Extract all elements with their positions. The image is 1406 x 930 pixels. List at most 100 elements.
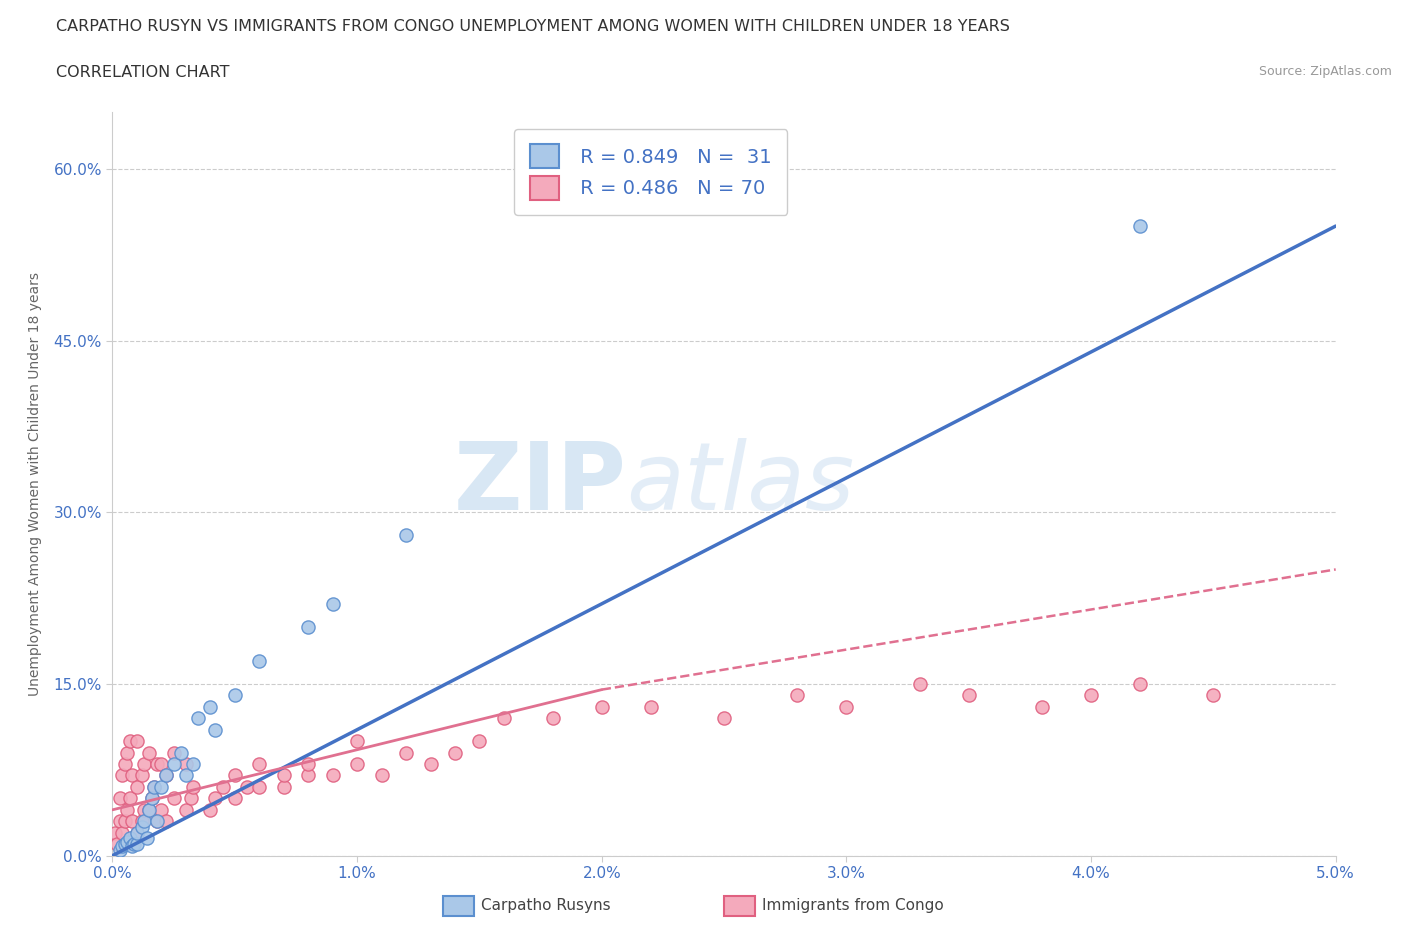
Point [118, 790, 141, 805]
Point [224, 688, 246, 703]
Point [1129, 219, 1152, 233]
Point [395, 745, 418, 760]
Point [786, 688, 808, 703]
Point [115, 745, 138, 760]
Point [111, 825, 134, 840]
Point [150, 779, 173, 794]
Point [150, 803, 173, 817]
Point [111, 768, 134, 783]
Text: Carpatho Rusyns: Carpatho Rusyns [481, 898, 610, 913]
Point [114, 757, 136, 772]
Point [1031, 699, 1053, 714]
Point [138, 803, 160, 817]
Point [108, 843, 131, 857]
Point [211, 779, 233, 794]
Point [204, 790, 226, 805]
Text: CARPATHO RUSYN VS IMMIGRANTS FROM CONGO UNEMPLOYMENT AMONG WOMEN WITH CHILDREN U: CARPATHO RUSYN VS IMMIGRANTS FROM CONGO … [56, 19, 1010, 33]
Point [131, 768, 153, 783]
Point [163, 790, 186, 805]
Text: atlas: atlas [626, 438, 855, 529]
Point [138, 745, 160, 760]
Point [155, 768, 177, 783]
Point [346, 757, 368, 772]
Point [181, 779, 204, 794]
Point [224, 790, 246, 805]
Point [181, 757, 204, 772]
Point [236, 779, 259, 794]
Point [370, 768, 392, 783]
Point [150, 757, 173, 772]
Point [143, 779, 166, 794]
Point [297, 768, 319, 783]
Point [141, 790, 163, 805]
Point [131, 819, 153, 834]
Point [180, 790, 202, 805]
Point [145, 757, 167, 772]
Point [131, 814, 153, 829]
Point [145, 814, 167, 829]
Y-axis label: Unemployment Among Women with Children Under 18 years: Unemployment Among Women with Children U… [28, 272, 42, 696]
Point [1202, 688, 1225, 703]
Point [114, 814, 136, 829]
Point [134, 803, 156, 817]
Point [322, 596, 344, 611]
Point [111, 839, 134, 854]
Point [200, 803, 222, 817]
Point [713, 711, 735, 725]
Point [143, 779, 166, 794]
Point [174, 757, 197, 772]
Point [125, 734, 148, 749]
Point [640, 699, 662, 714]
Point [135, 831, 157, 846]
Point [134, 757, 156, 772]
Point [273, 768, 295, 783]
Point [115, 834, 138, 849]
Point [121, 839, 143, 854]
Point [108, 790, 131, 805]
Point [297, 619, 319, 634]
Point [247, 779, 270, 794]
Point [322, 768, 344, 783]
Point [297, 757, 319, 772]
Point [134, 814, 156, 829]
Point [125, 779, 148, 794]
Point [121, 768, 143, 783]
Point [145, 814, 167, 829]
Point [204, 723, 226, 737]
Point [1080, 688, 1102, 703]
Point [118, 831, 141, 846]
Point [908, 676, 931, 691]
Point [155, 768, 177, 783]
Point [419, 757, 441, 772]
Text: Source: ZipAtlas.com: Source: ZipAtlas.com [1258, 65, 1392, 78]
Text: CORRELATION CHART: CORRELATION CHART [56, 65, 229, 80]
Point [118, 734, 141, 749]
Point [174, 803, 197, 817]
Point [108, 814, 131, 829]
Point [125, 837, 148, 852]
Point [163, 745, 186, 760]
Point [125, 825, 148, 840]
Point [104, 825, 127, 840]
Point [115, 803, 138, 817]
Point [170, 745, 193, 760]
Point [224, 768, 246, 783]
Point [273, 779, 295, 794]
Point [444, 745, 467, 760]
Legend:  R = 0.849   N =  31,  R = 0.486   N = 70: R = 0.849 N = 31, R = 0.486 N = 70 [515, 128, 787, 215]
Text: ZIP: ZIP [453, 438, 626, 529]
Point [247, 757, 270, 772]
Point [395, 527, 418, 542]
Point [957, 688, 980, 703]
Point [187, 711, 209, 725]
Point [591, 699, 613, 714]
Point [163, 757, 186, 772]
Point [200, 699, 222, 714]
Point [468, 734, 491, 749]
Point [835, 699, 858, 714]
Point [247, 654, 270, 669]
Point [124, 837, 146, 852]
Point [125, 825, 148, 840]
Point [174, 768, 197, 783]
Point [138, 803, 160, 817]
